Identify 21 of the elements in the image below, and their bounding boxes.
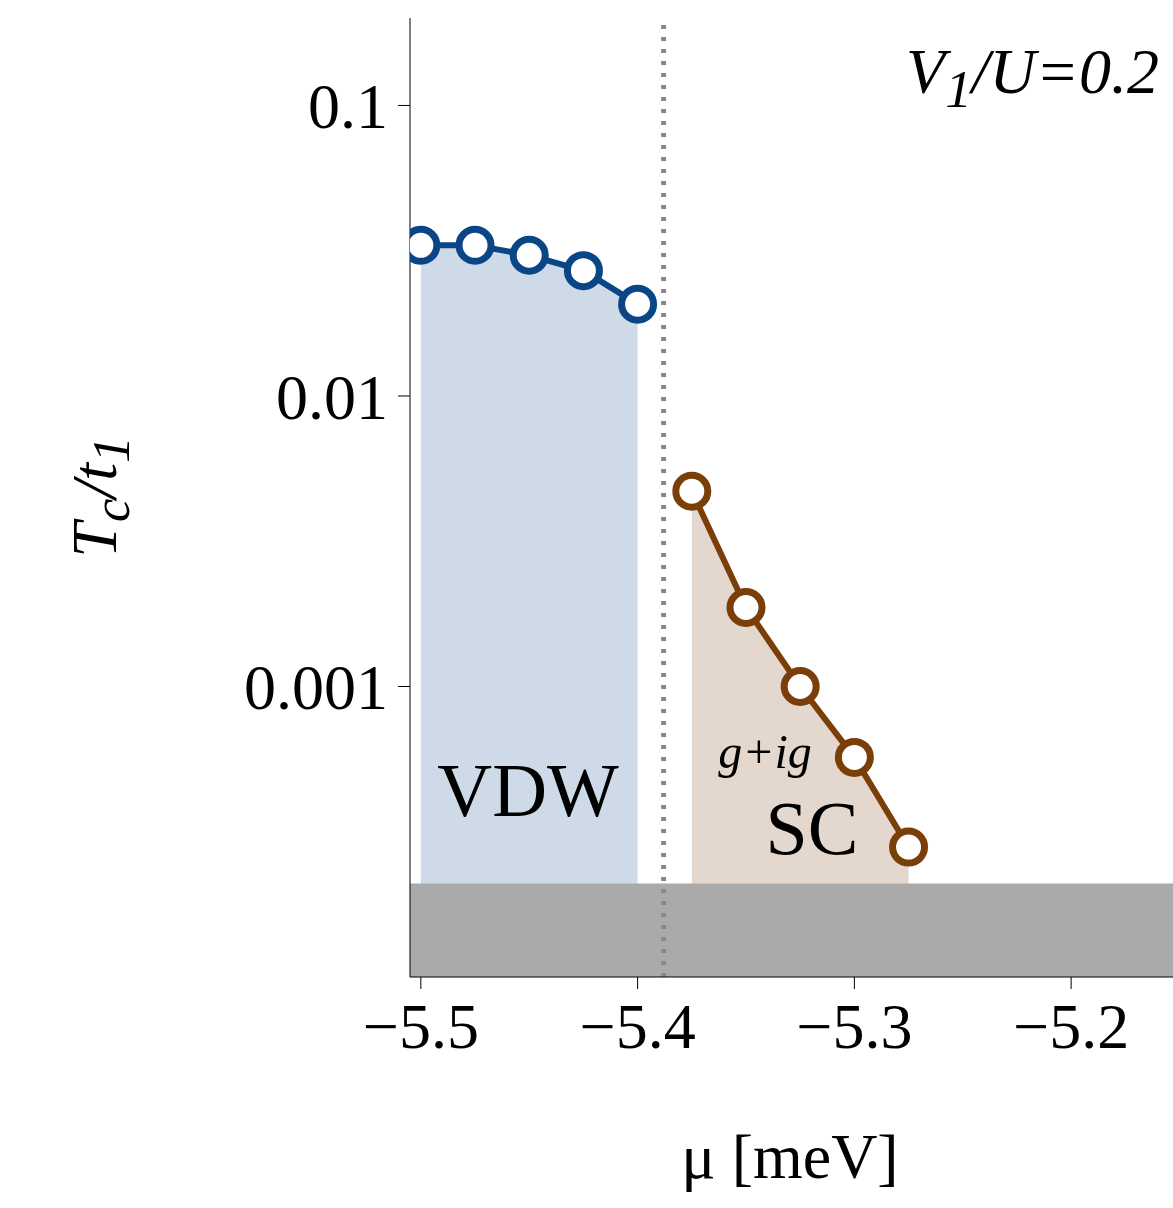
point (780, 666, 820, 706)
point (618, 284, 658, 324)
x-axis-title: μ [meV] (681, 1120, 899, 1194)
y-tick-label: 0.001 (244, 652, 388, 724)
point (726, 588, 766, 628)
x-tick-label: −5.3 (796, 991, 913, 1063)
y-tick-label: 0.1 (308, 71, 388, 143)
point (509, 235, 549, 275)
point (889, 827, 929, 867)
point (563, 251, 603, 291)
annotation: SC (765, 786, 859, 870)
x-tick-label: −5.2 (1013, 991, 1130, 1063)
annotation: V$_{1}$/U=0.2 (906, 36, 1159, 119)
point (455, 225, 495, 265)
x-tick-label: −5.4 (579, 991, 696, 1063)
x-tick-label: −5.5 (362, 991, 479, 1063)
annotation: g+ig (718, 725, 812, 778)
point (672, 471, 712, 511)
annotation: VDW (437, 748, 619, 832)
y-tick-label: 0.01 (276, 361, 388, 433)
point (834, 737, 874, 777)
